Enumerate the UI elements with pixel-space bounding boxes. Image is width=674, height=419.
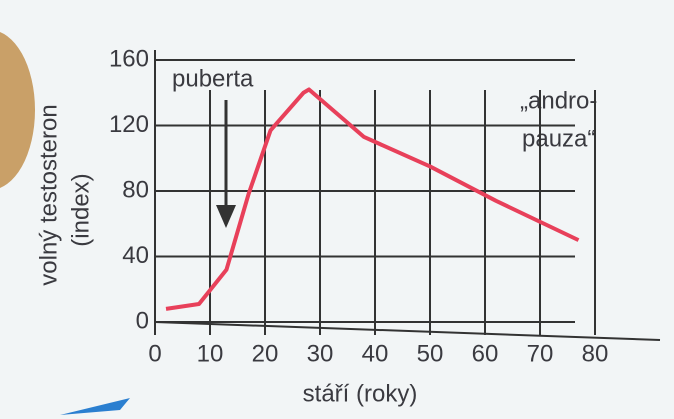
y-tick-label: 80 (122, 176, 149, 203)
x-tick-label: 20 (252, 340, 279, 367)
x-tick-label: 60 (472, 340, 499, 367)
x-axis (154, 321, 661, 341)
x-tick-label: 40 (362, 340, 389, 367)
y-tick-label: 0 (136, 307, 149, 334)
y-tick-label: 160 (109, 45, 149, 72)
decoration (0, 32, 35, 188)
line (165, 87, 580, 311)
x-tick-label: 80 (582, 340, 609, 367)
x-axis-label: stáří (roky) (303, 380, 418, 407)
x-tick-label: 10 (197, 340, 224, 367)
annotation: puberta (172, 65, 254, 92)
x-tick-label: 30 (307, 340, 334, 367)
y-axis-label: volný testosteron (35, 104, 62, 285)
annotation: „andro- (520, 87, 597, 114)
x-tick-label: 50 (417, 340, 444, 367)
annotation: pauza“ (522, 125, 595, 152)
puberty-arrow (216, 100, 236, 228)
x-tick-label: 0 (148, 340, 161, 367)
y-tick-label: 40 (122, 242, 149, 269)
decoration (60, 398, 130, 415)
y-axis-label: (index) (67, 173, 94, 246)
x-tick-label: 70 (527, 340, 554, 367)
y-tick-label: 120 (109, 111, 149, 138)
